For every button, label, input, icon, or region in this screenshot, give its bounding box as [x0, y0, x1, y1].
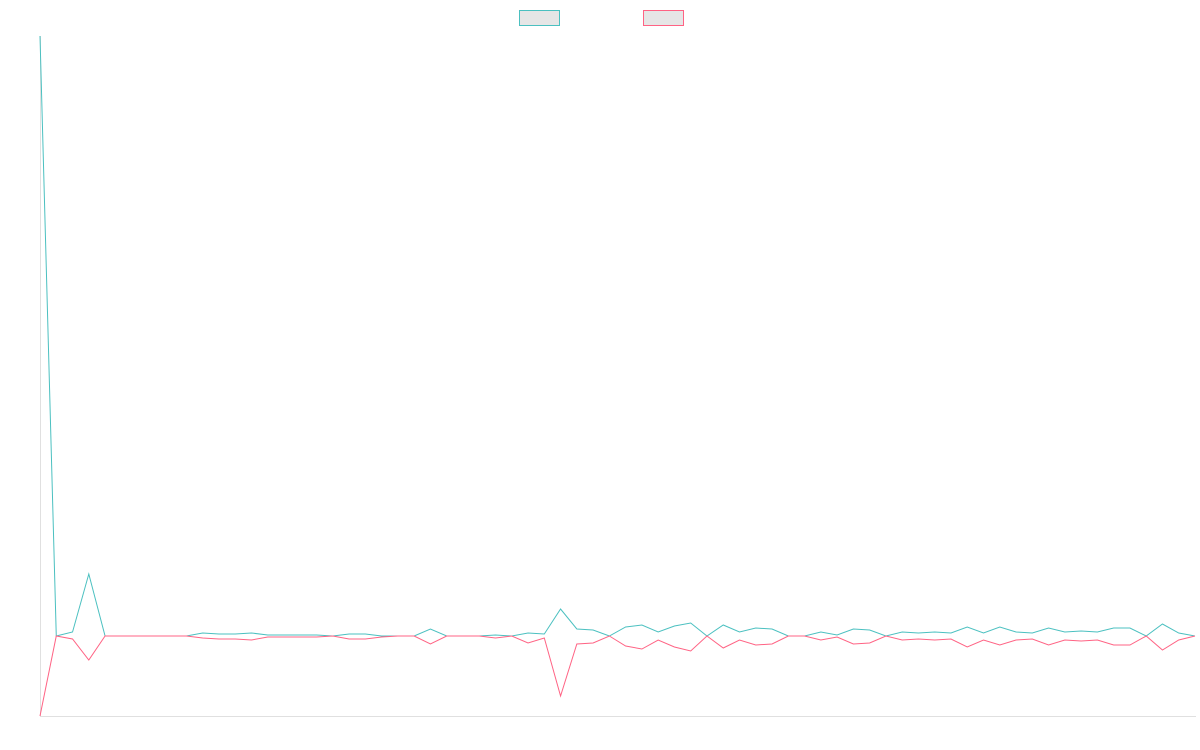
series-line — [39, 635, 1196, 717]
series-line — [39, 35, 1196, 637]
legend-swatch — [519, 10, 560, 26]
legend-swatch — [643, 10, 684, 26]
